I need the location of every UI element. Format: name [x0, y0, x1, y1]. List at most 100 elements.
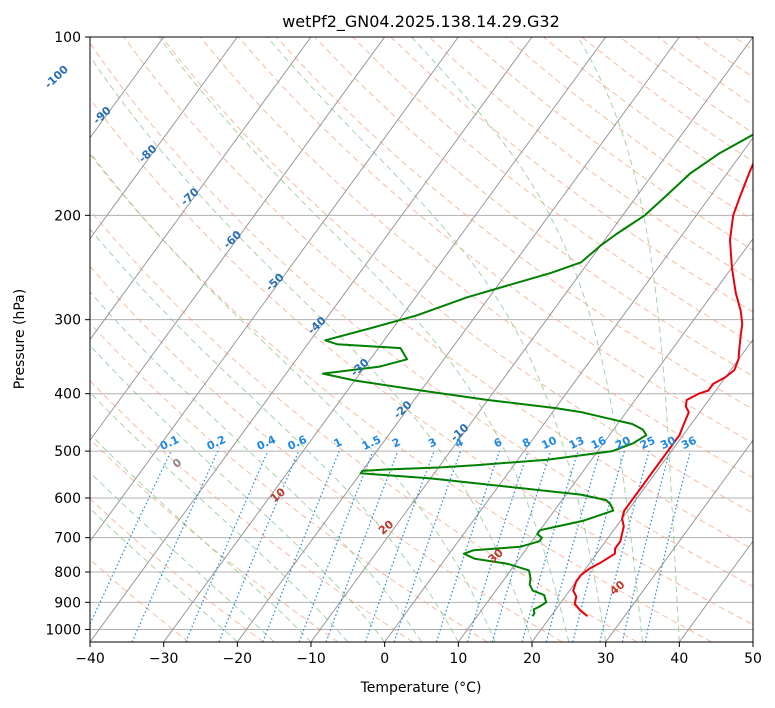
mixing-ratio-label: 1.5 — [360, 433, 383, 453]
x-tick-label: −20 — [223, 651, 253, 667]
dry-adiabat-line — [90, 322, 488, 642]
dry-adiabat-line — [466, 37, 753, 251]
mixing-ratio-line — [466, 450, 529, 642]
mixing-ratio-label: 13 — [567, 434, 586, 452]
y-tick-label: 200 — [54, 208, 81, 224]
isotherm-label: -60 — [221, 228, 245, 251]
mixing-ratio-line — [393, 450, 462, 642]
mixing-ratio-line — [262, 450, 340, 642]
dry-adiabat-line — [505, 37, 753, 221]
dry-adiabat-line — [237, 37, 753, 444]
isotherm-line — [90, 37, 386, 442]
x-tick-label: 20 — [523, 651, 541, 667]
dry-adiabat-label: 0 — [170, 456, 184, 471]
dry-adiabat-line — [619, 37, 753, 134]
isotherm-line — [163, 37, 607, 642]
isotherm-label: -90 — [90, 104, 114, 127]
y-tick-label: 700 — [54, 531, 81, 547]
dry-adiabat-line — [90, 153, 712, 642]
dry-adiabat-line — [90, 209, 638, 642]
y-tick-label: 100 — [54, 30, 81, 46]
y-tick-label: 500 — [54, 444, 81, 460]
mixing-ratio-line — [218, 450, 300, 642]
dewpoint-line — [321, 133, 753, 617]
moist-adiabat-line — [90, 55, 533, 642]
isotherm-label: -100 — [42, 63, 71, 92]
moist-adiabat-line — [577, 37, 680, 642]
mixing-ratio-label: 30 — [658, 434, 678, 452]
x-tick-label: −30 — [149, 651, 179, 667]
mixing-ratio-label: 6 — [492, 435, 505, 450]
dry-adiabat-line — [276, 37, 753, 410]
y-tick-label: 900 — [54, 595, 81, 611]
y-tick-label: 300 — [54, 313, 81, 329]
dry-adiabat-line — [161, 37, 753, 514]
dry-adiabat-line — [657, 37, 753, 106]
mixing-ratio-label: 8 — [520, 435, 532, 450]
y-tick-label: 1000 — [45, 622, 81, 638]
mixing-ratio-line — [435, 450, 501, 642]
y-tick-label: 600 — [54, 491, 81, 507]
isotherm-line — [457, 237, 753, 642]
mixing-ratio-label: 1 — [332, 435, 344, 450]
mixing-ratio-line — [90, 450, 172, 626]
isotherm-line — [236, 37, 680, 642]
isotherm-label: -20 — [391, 398, 415, 421]
dry-adiabat-line — [90, 265, 563, 642]
mixing-ratio-label: 0.2 — [205, 433, 228, 453]
isotherm-label: -10 — [448, 421, 472, 444]
y-tick-label: 400 — [54, 387, 81, 403]
isotherm-line — [384, 136, 753, 642]
isotherm-line — [90, 37, 459, 543]
x-tick-label: 30 — [597, 651, 615, 667]
plot-frame — [89, 36, 754, 643]
line-labels: 0.1 0.2 0.4 0.6 1 1.5 2 3 4 6 8 10 13 16 20 25 30 36-100-… — [42, 63, 699, 598]
dry-adiabat-line — [352, 37, 753, 345]
mixing-ratio-label: 16 — [589, 434, 609, 452]
isotherm-label: -30 — [348, 356, 372, 379]
mixing-ratio-line — [599, 450, 650, 642]
x-tick-label: −10 — [296, 651, 326, 667]
mixing-ratio-label: 0.6 — [286, 433, 309, 453]
dry-adiabat-line — [90, 438, 339, 642]
mixing-ratio-line — [364, 450, 435, 642]
mixing-ratio-label: 0.1 — [158, 433, 181, 453]
mixing-ratio-label: 3 — [426, 435, 438, 450]
isotherm-line — [531, 338, 753, 642]
axes: −40 −30 −20 −10 0 10 20 30 40 5010020030040050060… — [45, 30, 762, 667]
mixing-ratio-line — [325, 450, 399, 642]
isotherm-label: -50 — [263, 270, 287, 293]
mixing-ratio-label: 25 — [638, 434, 657, 452]
isotherm-label: -70 — [178, 185, 202, 208]
dry-adiabat-line — [90, 497, 264, 642]
moist-adiabat-line — [90, 471, 275, 642]
mixing-ratio-line — [491, 450, 552, 642]
moist-adiabat-line — [90, 391, 349, 642]
x-axis-label: Temperature (°C) — [360, 680, 482, 696]
mixing-ratio-label: 10 — [540, 434, 560, 452]
chart-title: wetPf2_GN04.2025.138.14.29.G32 — [282, 12, 560, 32]
x-tick-label: 50 — [744, 651, 762, 667]
y-axis-label: Pressure (hPa) — [12, 289, 28, 389]
dry-adiabat-label: 10 — [268, 485, 288, 505]
mixing-ratio-label: 0.4 — [255, 433, 278, 453]
x-tick-label: 0 — [380, 651, 389, 667]
mixing-ratio-label: 36 — [679, 434, 699, 452]
isotherm-line — [90, 37, 238, 240]
x-tick-label: −40 — [75, 651, 105, 667]
x-tick-label: 40 — [670, 651, 688, 667]
moist-adiabat-line — [90, 228, 459, 642]
mixing-ratio-line — [644, 450, 691, 642]
mixing-ratio-label: 2 — [390, 435, 402, 450]
moist-adiabat-line — [90, 507, 238, 642]
isotherm-line — [678, 540, 753, 642]
mixing-ratio-line — [572, 450, 625, 642]
isotherm-line — [752, 641, 753, 642]
dry-adiabat-line — [314, 37, 753, 377]
moist-adiabat-line — [267, 37, 607, 642]
isotherm-line — [605, 439, 753, 642]
mixing-ratio-line — [298, 450, 374, 642]
dry-adiabat-label: 20 — [376, 517, 396, 537]
background-lines — [90, 37, 753, 642]
